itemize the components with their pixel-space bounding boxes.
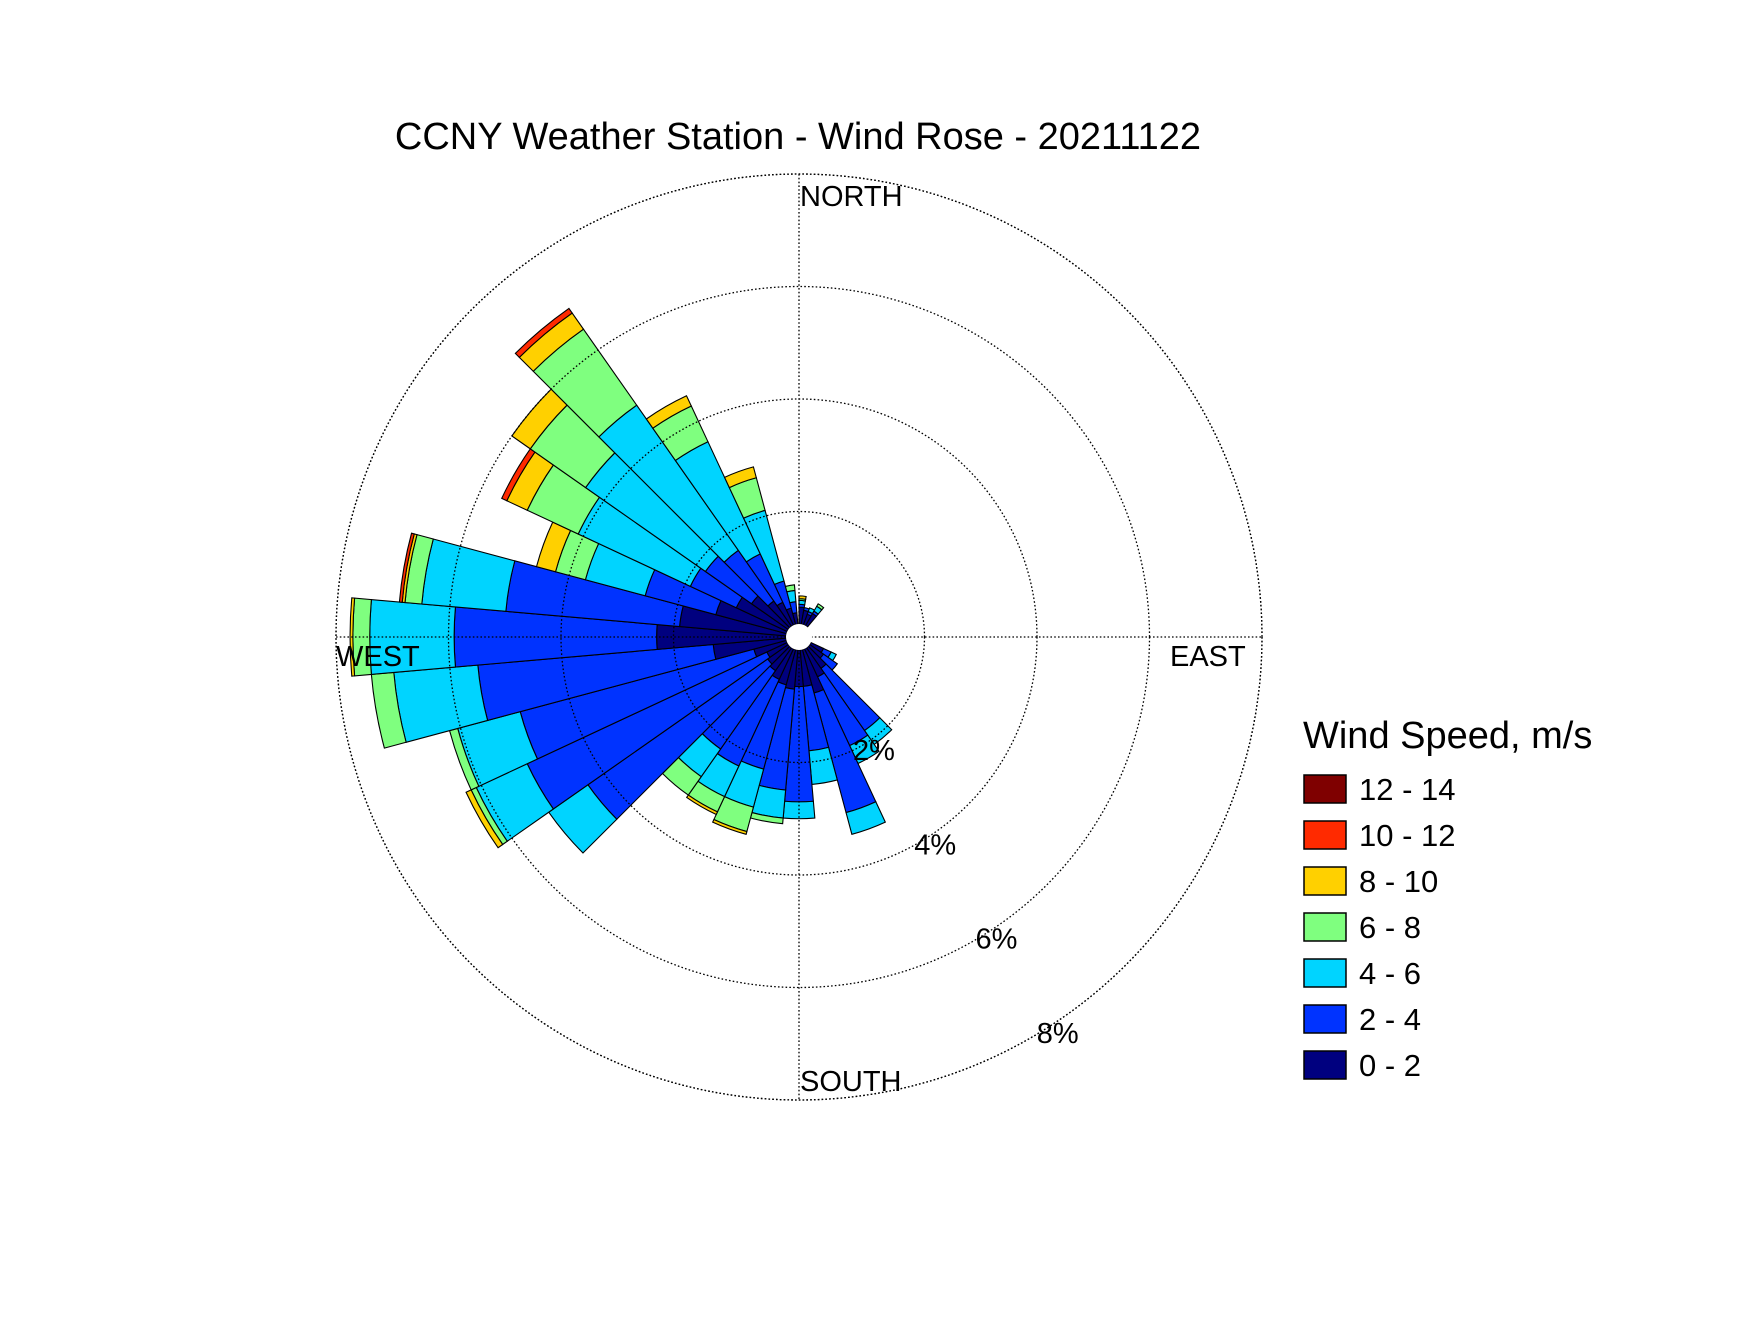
- radial-label-4: 4%: [914, 829, 956, 861]
- radial-tick-labels: 2% 4% 6% 8%: [853, 735, 1079, 1050]
- legend-label-4-6: 4 - 6: [1359, 956, 1421, 991]
- legend-swatch-10-12: [1303, 820, 1347, 850]
- legend-label-0-2: 0 - 2: [1359, 1048, 1421, 1083]
- polar-grid: [335, 173, 1263, 1101]
- legend-swatch-6-8: [1303, 912, 1347, 942]
- radial-label-2: 2%: [853, 735, 895, 767]
- wedge-200deg-8-10: [711, 818, 748, 835]
- legend-swatch-4-6: [1303, 958, 1347, 988]
- wedge-35deg-6-8: [815, 603, 825, 611]
- legend-items: 12 - 14 10 - 12 8 - 10 6 - 8 4 - 6 2 - 4 0 - 2: [1303, 772, 1456, 1083]
- chart-title: CCNY Weather Station - Wind Rose - 20211…: [395, 116, 1201, 158]
- radial-label-8: 8%: [1037, 1018, 1079, 1050]
- wedge-160deg-4-6: [845, 800, 887, 835]
- wedge-350deg-6-8: [784, 584, 796, 593]
- legend-label-6-8: 6 - 8: [1359, 910, 1421, 945]
- direction-label-north: NORTH: [800, 181, 903, 213]
- wedge-330deg-8-10: [645, 395, 693, 429]
- direction-label-east: EAST: [1170, 641, 1246, 673]
- legend-label-2-4: 2 - 4: [1359, 1002, 1421, 1037]
- wedge-280deg-10-12: [398, 532, 415, 603]
- legend-swatch-0-2: [1303, 1050, 1347, 1080]
- radial-label-6: 6%: [975, 924, 1017, 956]
- legend-title: Wind Speed, m/s: [1303, 715, 1592, 757]
- wedge-280deg-4-6: [421, 538, 516, 612]
- legend-label-10-12: 10 - 12: [1359, 818, 1456, 853]
- direction-label-south: SOUTH: [800, 1066, 902, 1098]
- legend: Wind Speed, m/s 12 - 14 10 - 12 8 - 10 6 - …: [1303, 715, 1592, 1083]
- direction-label-west: WEST: [336, 641, 420, 673]
- wedge-240deg-8-10: [465, 789, 504, 849]
- wedge-210deg-8-10: [685, 794, 719, 816]
- legend-swatch-12-14: [1303, 774, 1347, 804]
- wedge-320deg-10-12: [514, 307, 573, 359]
- wedge-340deg-8-10: [723, 466, 758, 489]
- legend-label-12-14: 12 - 14: [1359, 772, 1456, 807]
- legend-swatch-8-10: [1303, 866, 1347, 896]
- center-hole: [786, 624, 812, 650]
- grid-circle-2: [672, 510, 926, 764]
- legend-swatch-2-4: [1303, 1004, 1347, 1034]
- legend-label-8-10: 8 - 10: [1359, 864, 1438, 899]
- wind-rose-wedges: [349, 307, 893, 854]
- wedge-5deg-8-10: [798, 595, 807, 600]
